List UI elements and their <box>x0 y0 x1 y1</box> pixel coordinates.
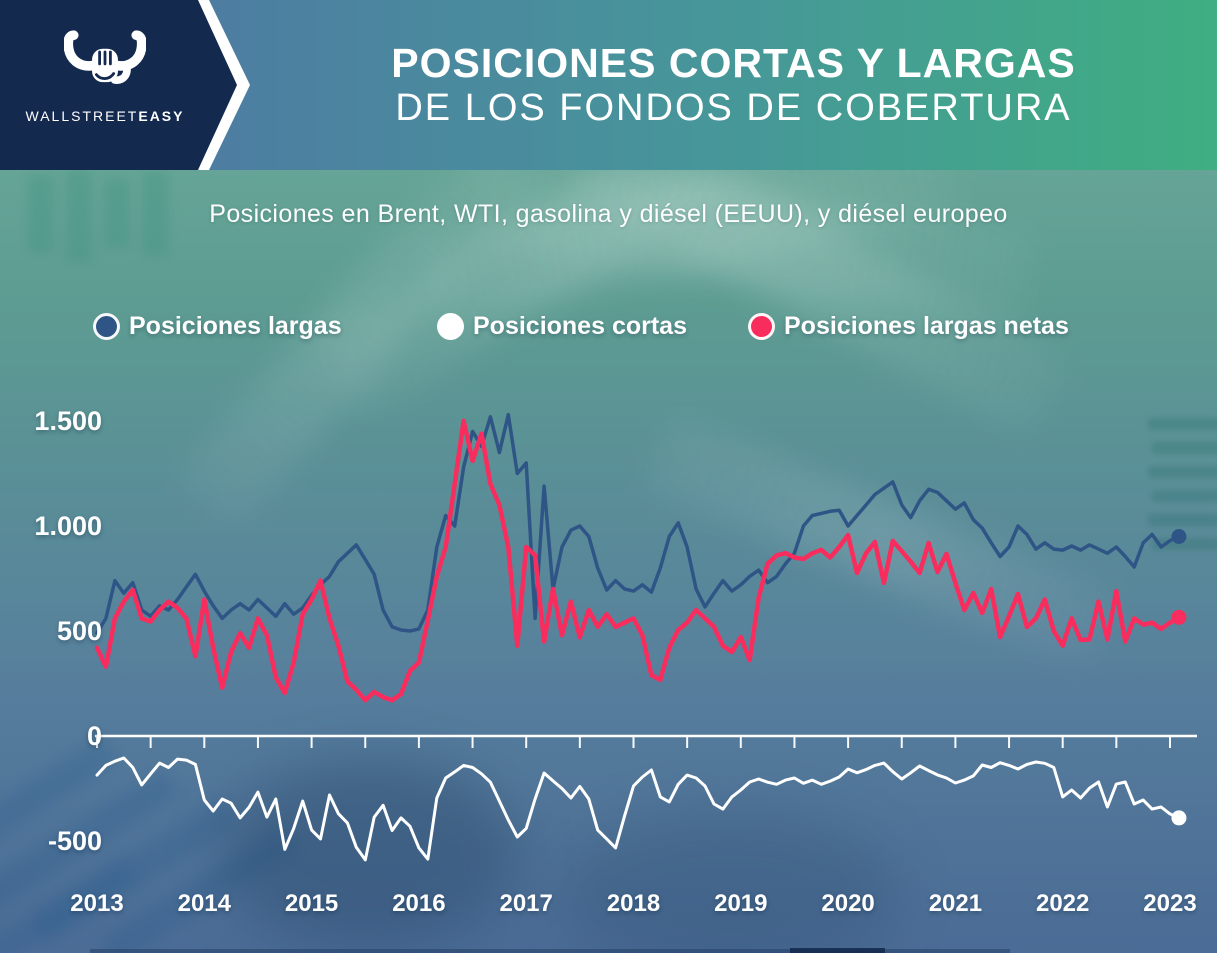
header: WALLSTREETEASY POSICIONES CORTAS Y LARGA… <box>0 0 1217 170</box>
legend-item-cortas: Posiciones cortas <box>437 312 687 341</box>
series-line-0 <box>95 412 1181 635</box>
y-axis-label: 1.500 <box>34 406 102 436</box>
series-line-1 <box>95 756 1181 862</box>
x-axis-label-2023: 2023 <box>1143 890 1197 917</box>
footer-strip-dark <box>790 948 885 953</box>
title-line2: DE LOS FONDOS DE COBERTURA <box>395 86 1072 129</box>
x-axis-label-2021: 2021 <box>928 890 983 917</box>
series-end-dot-0 <box>1171 529 1187 544</box>
series-end-dot-2 <box>1171 609 1187 625</box>
x-axis-label-2018: 2018 <box>606 890 661 917</box>
legend-label-cortas: Posiciones cortas <box>473 312 687 340</box>
series-end-dot-1 <box>1171 810 1187 826</box>
x-axis-label-2020: 2020 <box>821 890 875 917</box>
legend-label-largas: Posiciones largas <box>129 312 342 340</box>
chart-subtitle: Posiciones en Brent, WTI, gasolina y dié… <box>209 200 1008 228</box>
legend-label-netas: Posiciones largas netas <box>784 312 1069 340</box>
x-axis-label-2019: 2019 <box>714 890 768 917</box>
bull-logo-icon <box>64 30 146 84</box>
series-line-2 <box>94 418 1182 703</box>
y-axis-label: 1.000 <box>34 511 102 541</box>
legend-item-netas: Posiciones largas netas <box>748 312 1069 341</box>
brand-name: WALLSTREETEASY <box>25 108 185 124</box>
y-axis-label: 500 <box>56 616 102 646</box>
legend-item-largas: Posiciones largas <box>93 312 342 341</box>
x-axis-label-2014: 2014 <box>177 890 231 917</box>
x-axis-label-2015: 2015 <box>284 890 339 917</box>
x-axis-label-2013: 2013 <box>70 890 124 917</box>
legend-dot-cortas <box>437 313 464 340</box>
y-axis-label: 0 <box>86 721 102 751</box>
legend-dot-largas <box>93 313 120 340</box>
x-axis-label-2022: 2022 <box>1035 890 1090 917</box>
y-axis-label: -500 <box>47 826 102 856</box>
x-axis-label-2017: 2017 <box>499 890 553 917</box>
footer-strip <box>90 949 1010 953</box>
x-axis-label-2016: 2016 <box>392 890 446 917</box>
legend-dot-netas <box>748 313 775 340</box>
brand-panel <box>0 0 237 170</box>
title-line1: POSICIONES CORTAS Y LARGAS <box>391 39 1076 86</box>
